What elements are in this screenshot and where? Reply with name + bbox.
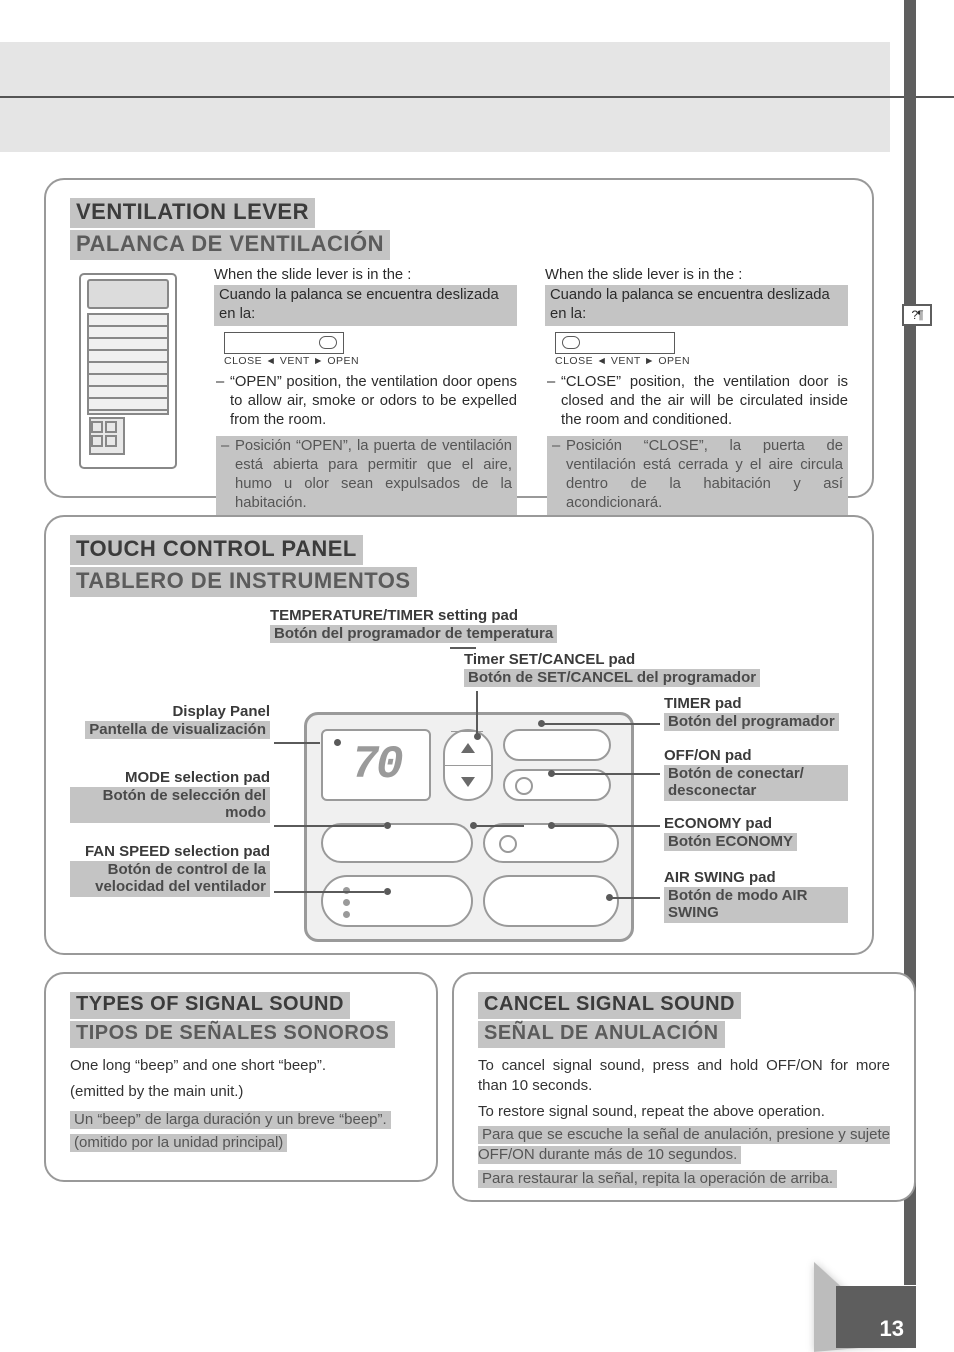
touch-title-en: TOUCH CONTROL PANEL [70, 535, 363, 565]
signal-line2-en: (emitted by the main unit.) [70, 1082, 412, 1102]
touch-title-es: TABLERO DE INSTRUMENTOS [70, 567, 417, 597]
leader-dot-icon [470, 822, 477, 829]
vent-switch-caption: CLOSE ◄ VENT ► OPEN [224, 355, 517, 368]
swing-pad-icon [483, 875, 619, 927]
signal-line1-es: Un “beep” de larga duración y un breve “… [70, 1111, 391, 1129]
temp-timer-pad-icon [443, 729, 493, 801]
vent-nub-icon [562, 336, 580, 349]
vent-open-column: When the slide lever is in the : Cuando … [214, 266, 517, 515]
leader-line [540, 723, 660, 725]
signal-title-es: TIPOS DE SEÑALES SONOROS [70, 1021, 395, 1048]
cancel-title-en: CANCEL SIGNAL SOUND [478, 992, 741, 1019]
callout-mode: MODE selection pad Botón de selección de… [70, 769, 270, 823]
leader-dot-icon [548, 770, 555, 777]
page-tab: ?¶ [902, 304, 932, 326]
vent-close-bullet-en: “CLOSE” position, the ventilation door i… [561, 373, 848, 430]
leader-dot-icon [548, 822, 555, 829]
economy-pad-icon [483, 823, 619, 863]
ventilation-panel: VENTILATION LEVER PALANCA DE VENTILACIÓN [44, 178, 874, 498]
vent-close-lead-en: When the slide lever is in the : [545, 266, 848, 285]
vent-open-bullet-en: “OPEN” position, the ventilation door op… [230, 373, 517, 430]
header-rule [0, 96, 954, 98]
leader-line [610, 897, 660, 899]
leader-dot-icon [606, 894, 613, 901]
dash-icon: – [547, 373, 561, 430]
callout-swing: AIR SWING pad Botón de modo AIR SWING [664, 869, 848, 923]
callout-temp: TEMPERATURE/TIMER setting pad Botón del … [270, 607, 557, 643]
fan-pad-icon [321, 875, 473, 927]
cancel-signal-panel: CANCEL SIGNAL SOUND SEÑAL DE ANULACIÓN T… [452, 972, 916, 1202]
leader-dot-icon [384, 822, 391, 829]
cancel-title-es: SEÑAL DE ANULACIÓN [478, 1021, 725, 1048]
ac-unit-illustration [70, 266, 186, 515]
signal-line1-en: One long “beep” and one short “beep”. [70, 1056, 412, 1076]
dash-icon: – [552, 437, 566, 513]
control-panel-illustration: 70 [304, 712, 634, 942]
cancel-p2-es: Para restaurar la señal, repita la opera… [478, 1170, 837, 1188]
signal-title-en: TYPES OF SIGNAL SOUND [70, 992, 350, 1019]
callout-fan: FAN SPEED selection pad Botón de control… [70, 843, 270, 897]
vent-switch-caption: CLOSE ◄ VENT ► OPEN [555, 355, 848, 368]
callout-offon: OFF/ON pad Botón de conectar/ desconecta… [664, 747, 848, 801]
vent-close-column: When the slide lever is in the : Cuando … [545, 266, 848, 515]
dash-icon: – [221, 437, 235, 513]
vent-close-bullet-es: Posición “CLOSE”, la puerta de ventilaci… [566, 437, 843, 513]
callout-display: Display Panel Pantella de visualización [70, 703, 270, 739]
vent-nub-icon [319, 336, 337, 349]
cancel-p1-es: Para que se escuche la señal de anulació… [478, 1126, 890, 1164]
leader-line [474, 825, 524, 827]
leader-line [476, 691, 478, 739]
vent-open-bullet-es: Posición “OPEN”, la puerta de ventilació… [235, 437, 512, 513]
touch-control-panel: TOUCH CONTROL PANEL TABLERO DE INSTRUMEN… [44, 515, 874, 955]
leader-dot-icon [334, 739, 341, 746]
leader-dot-icon [474, 733, 481, 740]
leader-line [550, 825, 660, 827]
dash-icon: – [216, 373, 230, 430]
vent-open-lead-en: When the slide lever is in the : [214, 266, 517, 285]
callout-timer: TIMER pad Botón del programador [664, 695, 839, 731]
leader-line [274, 891, 384, 893]
timer-pad-icon [503, 729, 611, 761]
page-number: 13 [836, 1286, 916, 1348]
leader-line [274, 825, 384, 827]
vent-open-lead-es: Cuando la palanca se encuentra deslizada… [214, 285, 517, 326]
vent-switch-open [224, 332, 344, 354]
callout-setcancel: Timer SET/CANCEL pad Botón de SET/CANCEL… [464, 651, 760, 687]
leader-dot-icon [384, 888, 391, 895]
signal-sound-panel: TYPES OF SIGNAL SOUND TIPOS DE SEÑALES S… [44, 972, 438, 1182]
vent-close-lead-es: Cuando la palanca se encuentra deslizada… [545, 285, 848, 326]
signal-line2-es: (omitido por la unidad principal) [70, 1134, 287, 1152]
ventilation-title-es: PALANCA DE VENTILACIÓN [70, 230, 390, 260]
vent-switch-close [555, 332, 675, 354]
leader-line [550, 773, 660, 775]
cancel-p1-en: To cancel signal sound, press and hold O… [478, 1056, 890, 1096]
leader-dot-icon [538, 720, 545, 727]
callout-economy: ECONOMY pad Botón ECONOMY [664, 815, 797, 851]
cancel-p2-en: To restore signal sound, repeat the abov… [478, 1102, 890, 1122]
ventilation-title-en: VENTILATION LEVER [70, 198, 315, 228]
leader-line [274, 742, 320, 744]
mode-pad-icon [321, 823, 473, 863]
leader-line [450, 647, 476, 649]
